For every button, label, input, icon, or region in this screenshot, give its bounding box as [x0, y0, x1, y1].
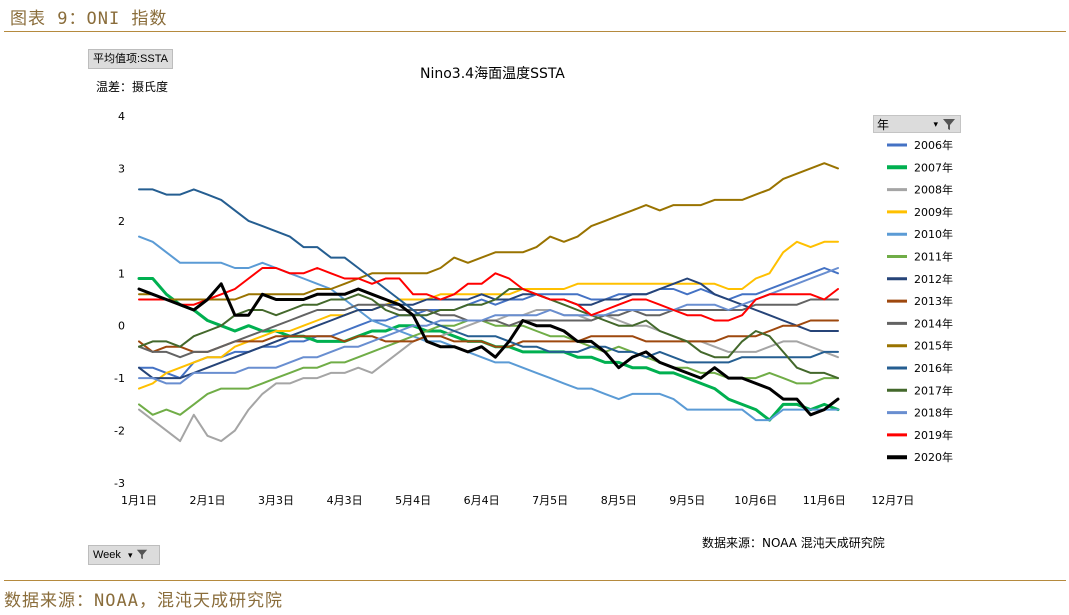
legend-filter-button[interactable]: 年 ▾ — [873, 115, 961, 133]
x-tick-label: 9月5日 — [669, 494, 705, 507]
x-tick-label: 7月5日 — [532, 494, 568, 507]
x-tick-label: 2月1日 — [190, 494, 226, 507]
x-tick-label: 12月7日 — [871, 494, 914, 507]
chart-source-note: 数据来源：NOAA 混沌天成研究院 — [702, 536, 885, 550]
y-tick-label: -2 — [114, 425, 125, 438]
legend-entry-label[interactable]: 2017年 — [914, 383, 953, 397]
series-line-2007年 — [137, 277, 840, 422]
figure-source: 数据来源：NOAA，混沌天成研究院 — [4, 591, 283, 611]
chart-title: Nino3.4海面温度SSTA — [420, 66, 565, 82]
series-line-2017年 — [138, 288, 839, 380]
filter-icon — [943, 119, 955, 130]
series-line-2018年 — [138, 267, 839, 385]
y-axis-label: 温差：摄氏度 — [96, 80, 169, 94]
figure-title: 图表 9：ONI 指数 — [10, 9, 168, 29]
series-line-2016年 — [138, 188, 839, 364]
legend-entry-label[interactable]: 2007年 — [914, 160, 953, 174]
bottom-divider — [4, 580, 1066, 581]
y-tick-label: -3 — [114, 477, 125, 490]
legend-entry-label[interactable]: 2008年 — [914, 183, 953, 197]
legend-entry-label[interactable]: 2019年 — [914, 428, 953, 442]
legend-entry-label[interactable]: 2013年 — [914, 294, 953, 308]
series-line-2009年 — [138, 240, 839, 390]
y-tick-label: 4 — [118, 110, 125, 123]
legend-entry-label[interactable]: 2018年 — [914, 406, 953, 420]
series-line-2020年 — [137, 282, 840, 417]
series-line-2015年 — [138, 162, 839, 301]
x-tick-label: 3月3日 — [258, 494, 294, 507]
x-tick-label: 11月6日 — [803, 494, 846, 507]
y-tick-label: 3 — [118, 162, 125, 175]
series-line-2008年 — [138, 309, 839, 443]
legend-entry-label[interactable]: 2009年 — [914, 205, 953, 219]
series-line-2019年 — [138, 267, 839, 322]
series-line-2011年 — [138, 319, 839, 416]
x-tick-label: 8月5日 — [601, 494, 637, 507]
series-line-2013年 — [138, 319, 839, 353]
filter-icon — [136, 549, 147, 560]
value-field-button[interactable]: 平均值项:SSTA — [88, 49, 173, 69]
y-tick-label: 1 — [118, 267, 125, 280]
legend-entry-label[interactable]: 2006年 — [914, 138, 953, 152]
dropdown-icon: ▾ — [127, 550, 133, 560]
series-line-2012年 — [138, 277, 839, 380]
y-tick-label: 0 — [118, 320, 125, 333]
x-tick-label: 5月4日 — [395, 494, 431, 507]
top-divider — [4, 31, 1066, 32]
legend-entry-label[interactable]: 2010年 — [914, 227, 953, 241]
x-tick-label: 6月4日 — [464, 494, 500, 507]
legend-entry-label[interactable]: 2014年 — [914, 316, 953, 330]
legend-entry-label[interactable]: 2011年 — [914, 250, 953, 264]
y-tick-label: -1 — [114, 372, 125, 385]
x-tick-label: 4月3日 — [327, 494, 363, 507]
series-line-2010年 — [138, 235, 839, 422]
series-line-2014年 — [138, 298, 839, 359]
dropdown-icon: ▾ — [933, 120, 938, 130]
legend-entry-label[interactable]: 2015年 — [914, 339, 953, 353]
axis-field-label: Week — [93, 549, 121, 561]
legend-entry-label[interactable]: 2016年 — [914, 361, 953, 375]
legend-entry-label[interactable]: 2012年 — [914, 272, 953, 286]
x-tick-label: 10月6日 — [734, 494, 777, 507]
legend-field-label: 年 — [877, 118, 890, 132]
value-field-label: 平均值项:SSTA — [93, 53, 168, 65]
x-tick-label: 1月1日 — [121, 494, 157, 507]
y-tick-label: 2 — [118, 215, 125, 228]
axis-field-button[interactable]: Week ▾ — [88, 545, 160, 565]
legend-entry-label[interactable]: 2020年 — [914, 450, 953, 464]
